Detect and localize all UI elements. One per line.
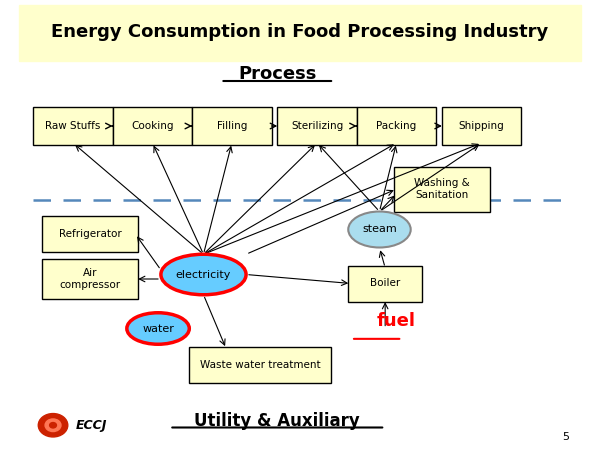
Text: electricity: electricity [176, 270, 231, 279]
FancyBboxPatch shape [189, 346, 331, 382]
Ellipse shape [161, 254, 246, 295]
FancyBboxPatch shape [19, 4, 581, 61]
Text: Air
compressor: Air compressor [59, 268, 121, 290]
FancyBboxPatch shape [41, 259, 138, 299]
FancyBboxPatch shape [41, 216, 138, 252]
Text: fuel: fuel [377, 312, 416, 330]
Text: Raw Stuffs: Raw Stuffs [45, 121, 101, 131]
Text: Process: Process [238, 65, 316, 83]
FancyBboxPatch shape [357, 107, 436, 145]
Text: Waste water treatment: Waste water treatment [200, 360, 320, 369]
Circle shape [38, 414, 68, 437]
Text: Refrigerator: Refrigerator [59, 229, 121, 239]
Text: Boiler: Boiler [370, 279, 400, 288]
FancyBboxPatch shape [33, 107, 113, 145]
Text: 5: 5 [563, 432, 569, 442]
Text: steam: steam [362, 225, 397, 234]
Text: Energy Consumption in Food Processing Industry: Energy Consumption in Food Processing In… [52, 23, 548, 41]
FancyBboxPatch shape [277, 107, 357, 145]
Text: water: water [142, 324, 174, 333]
Text: Filling: Filling [217, 121, 247, 131]
FancyBboxPatch shape [192, 107, 272, 145]
Text: Packing: Packing [376, 121, 416, 131]
FancyBboxPatch shape [442, 107, 521, 145]
Text: Washing &
Sanitation: Washing & Sanitation [414, 178, 470, 200]
Text: Utility & Auxiliary: Utility & Auxiliary [194, 412, 360, 430]
Circle shape [50, 423, 56, 428]
Circle shape [45, 419, 61, 432]
Text: ECCJ: ECCJ [76, 419, 107, 432]
Text: Sterilizing: Sterilizing [291, 121, 343, 131]
FancyBboxPatch shape [394, 166, 490, 212]
Ellipse shape [127, 313, 189, 344]
Text: Shipping: Shipping [459, 121, 505, 131]
FancyBboxPatch shape [348, 266, 422, 302]
Text: Cooking: Cooking [131, 121, 173, 131]
Ellipse shape [348, 212, 411, 248]
FancyBboxPatch shape [113, 107, 192, 145]
